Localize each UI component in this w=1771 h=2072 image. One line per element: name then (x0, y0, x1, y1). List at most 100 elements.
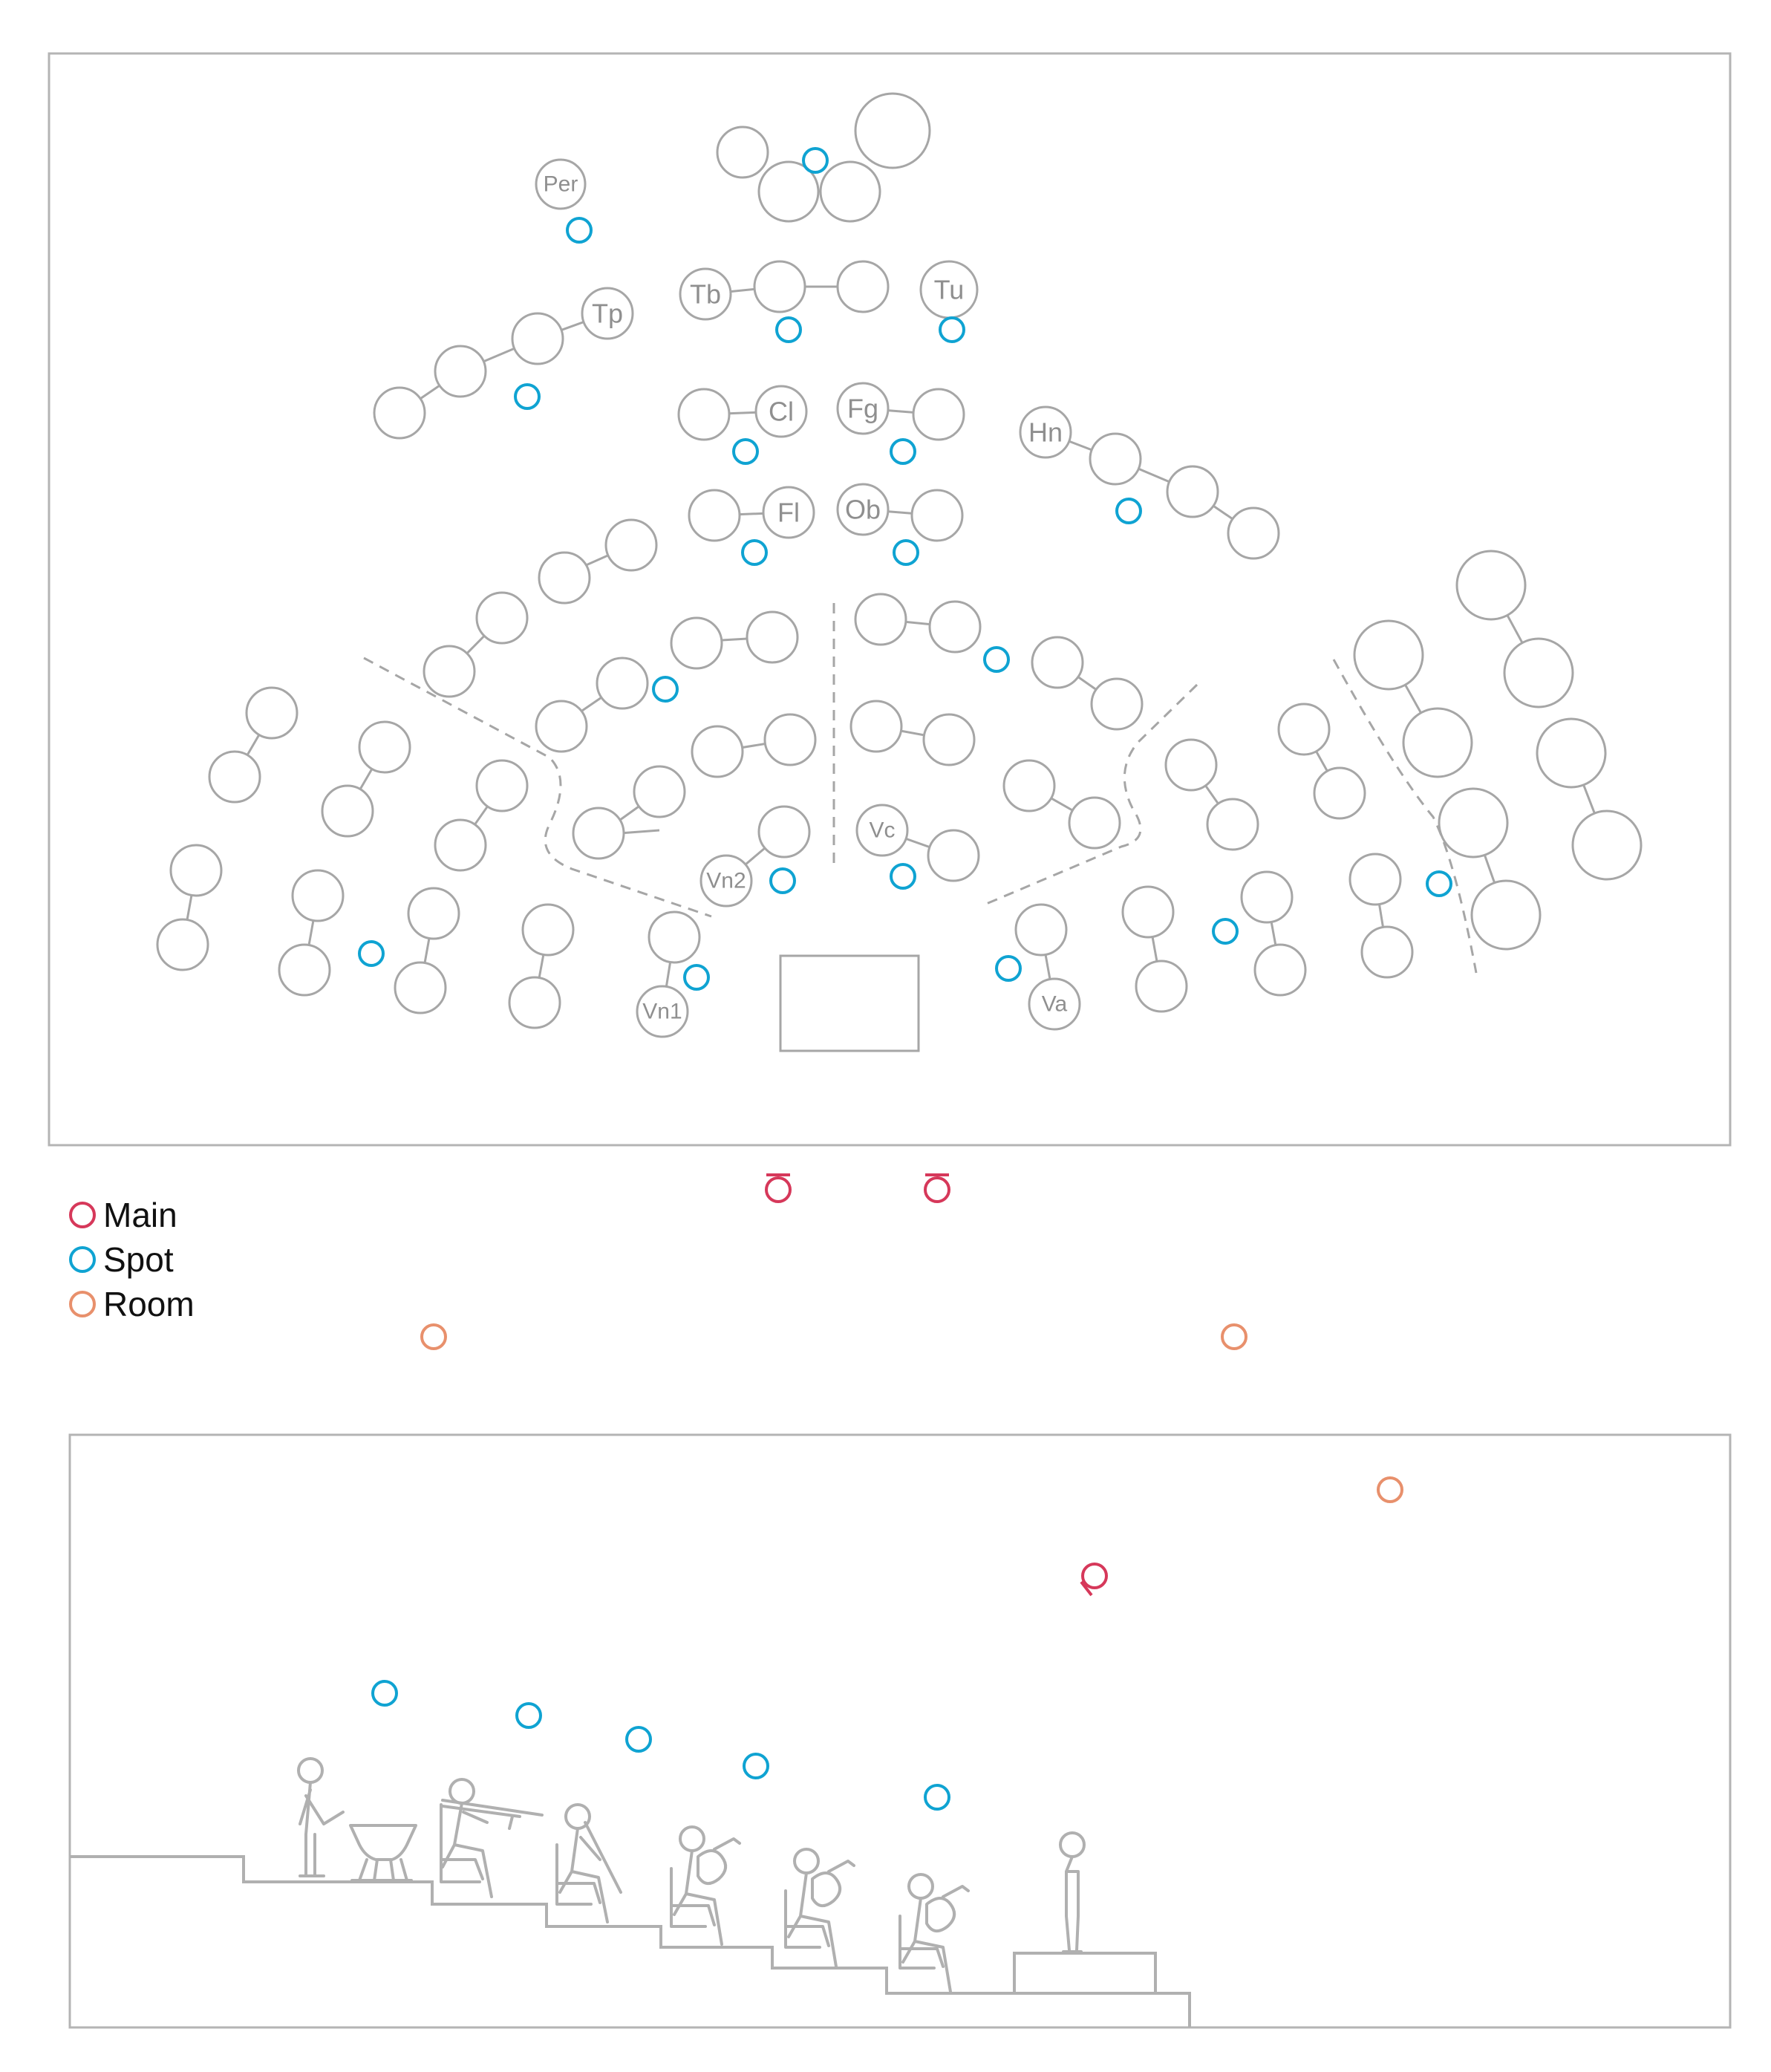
seat (1068, 796, 1121, 850)
seat (753, 260, 806, 313)
flute-group: Fl (688, 486, 815, 542)
main-mic-icon (1081, 1563, 1108, 1589)
section-label-vn1: Vn1 (642, 1000, 682, 1024)
seat (1360, 925, 1414, 979)
tuba-group: Tu (919, 260, 979, 319)
seat (1164, 738, 1218, 792)
seat (1536, 717, 1607, 789)
seat (572, 807, 625, 860)
seat (836, 483, 890, 536)
seat (633, 765, 686, 818)
seat (278, 943, 331, 997)
section-label-tu: Tu (934, 275, 965, 305)
spot-mic-icon (893, 539, 919, 566)
seat (1438, 787, 1509, 859)
spot-mic-icon (683, 964, 710, 991)
percussion-group: Per (535, 92, 931, 223)
seat (1031, 636, 1084, 689)
seat (521, 903, 575, 957)
seat (1240, 870, 1294, 924)
conductor-figure (1059, 1831, 1086, 1953)
main-mic-icon (69, 1202, 96, 1228)
main-mic-icon (924, 1176, 950, 1203)
seat (928, 600, 982, 654)
horn-group: Hn (1019, 405, 1280, 560)
spot-mic-icon (995, 955, 1022, 982)
seat (535, 158, 587, 210)
musician-figure (440, 1778, 493, 1898)
seat (1166, 465, 1219, 518)
seat (910, 489, 964, 542)
section-dividers (363, 603, 1478, 974)
violin1-group: Vn1 (156, 686, 701, 1038)
spot-mic-icon (743, 1753, 769, 1779)
seat (679, 267, 732, 321)
seat (762, 486, 815, 539)
spot-mic-icon (732, 438, 759, 465)
seat (245, 686, 299, 740)
seat (511, 312, 564, 365)
room-mic-icon (420, 1323, 447, 1350)
legend-item-spot: Spot (69, 1240, 174, 1279)
plan-view: Per Tp Tb Tu (48, 52, 1732, 1147)
seat (927, 829, 980, 882)
spot-mic-icon (769, 867, 796, 894)
seat (677, 388, 731, 441)
section-label-vn2: Vn2 (706, 869, 746, 893)
seat (648, 910, 701, 964)
seat (754, 385, 808, 438)
seat (1348, 853, 1402, 906)
section-label-cl: Cl (769, 397, 794, 427)
spot-mic-icon (371, 1680, 398, 1707)
seat (1090, 677, 1144, 731)
spot-mic-icon (1115, 498, 1142, 524)
viola-group: Va (1014, 703, 1414, 1031)
seat (763, 713, 817, 766)
seat (836, 260, 890, 313)
spot-mic-icon (890, 863, 916, 890)
trombone-icon (441, 1799, 544, 1830)
seat (1353, 619, 1424, 691)
seat (1135, 960, 1188, 1013)
musician-figure (297, 1757, 345, 1877)
musician-figure (670, 1825, 723, 1946)
seat (475, 591, 529, 645)
seat (1028, 977, 1081, 1031)
seat (604, 518, 658, 572)
seat (1089, 432, 1142, 486)
section-label-per: Per (544, 172, 578, 197)
musician-figure (555, 1803, 609, 1923)
section-label-va: Va (1042, 992, 1068, 1017)
seat (855, 804, 909, 857)
seat (581, 287, 634, 340)
seat (1206, 798, 1259, 851)
seat (1571, 809, 1643, 881)
timpani-icon (349, 1824, 417, 1882)
seat (538, 551, 591, 605)
conductor-podium-side (1013, 1952, 1157, 1995)
spot-mic-icon (924, 1784, 950, 1811)
seat (757, 160, 820, 223)
seat (670, 616, 723, 670)
seat (434, 818, 487, 872)
clarinet-group: Cl (677, 385, 808, 441)
seat (1277, 703, 1331, 756)
musician-figure (898, 1873, 952, 1993)
section-label-hn: Hn (1028, 417, 1063, 448)
musician-figure (784, 1848, 838, 1968)
spot-mic-icon (652, 676, 679, 703)
seat (407, 887, 460, 940)
seat (508, 976, 561, 1029)
violin-icon (925, 1885, 970, 1932)
seat (156, 918, 209, 971)
seat (836, 382, 890, 435)
seat (688, 489, 741, 542)
seat (1402, 707, 1473, 778)
seat (854, 92, 931, 169)
seat (1253, 943, 1307, 997)
room-mic-icon (69, 1291, 96, 1317)
trombone-group: Tb (679, 260, 890, 321)
spot-mic-icon (1212, 918, 1239, 945)
legend-label: Main (103, 1196, 177, 1234)
